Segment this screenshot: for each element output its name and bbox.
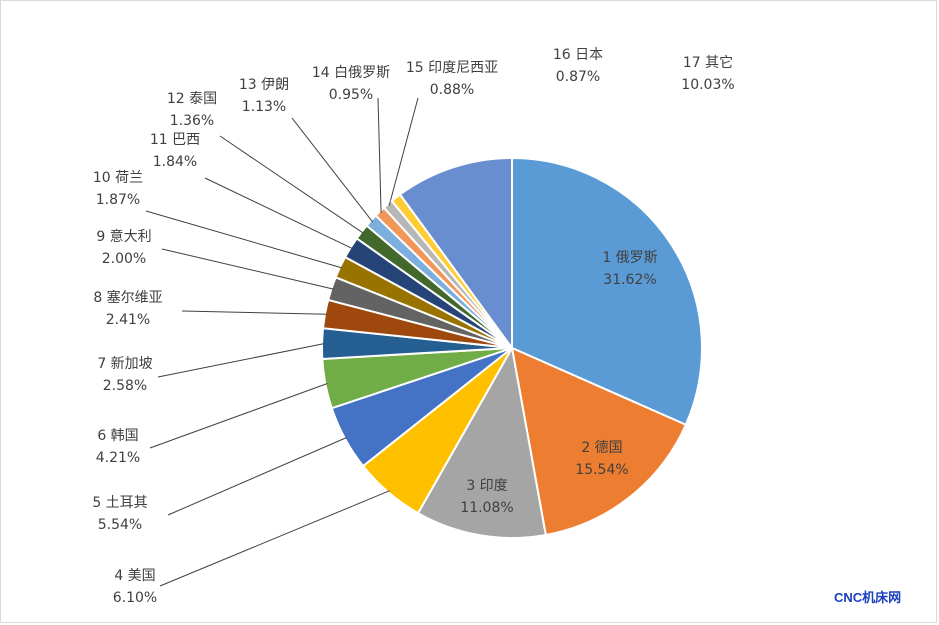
leader-line (388, 97, 419, 206)
leader-line (149, 383, 328, 449)
slice-value-label: 1.36% (170, 113, 214, 129)
slice-category-label: 1 俄罗斯 (602, 250, 657, 266)
slice-value-label: 1.87% (96, 192, 140, 208)
slice-category-label: 11 巴西 (150, 132, 200, 148)
slice-category-label: 6 韩国 (97, 428, 138, 444)
slice-value-label: 0.88% (430, 82, 474, 98)
leader-line (157, 343, 325, 378)
slice-value-label: 15.54% (575, 462, 628, 478)
slice-category-label: 15 印度尼西亚 (406, 60, 498, 76)
leader-line (204, 177, 353, 250)
slice-category-label: 14 白俄罗斯 (312, 65, 390, 81)
slice-value-label: 10.03% (681, 77, 734, 93)
slice-value-label: 0.87% (556, 69, 600, 85)
slice-value-label: 31.62% (603, 272, 656, 288)
slice-category-label: 9 意大利 (96, 228, 151, 245)
leader-line (161, 248, 334, 290)
leader-line (145, 210, 343, 269)
slice-category-label: 13 伊朗 (239, 77, 289, 93)
slice-category-label: 12 泰国 (167, 91, 217, 107)
slice-category-label: 2 德国 (581, 440, 622, 456)
slice-value-label: 0.95% (329, 87, 373, 103)
slice-value-label: 6.10% (113, 590, 157, 606)
leader-line (291, 117, 373, 223)
leader-line (377, 97, 382, 214)
slice-value-label: 4.21% (96, 450, 140, 466)
pie-slice (511, 156, 703, 427)
slice-value-label: 1.13% (242, 99, 286, 115)
slice-category-label: 5 土耳其 (92, 495, 147, 511)
slice-value-label: 5.54% (98, 517, 142, 533)
slice-category-label: 10 荷兰 (93, 170, 143, 186)
slice-category-label: 8 塞尔维亚 (93, 289, 162, 306)
leader-line (159, 490, 390, 587)
leader-line (181, 310, 328, 315)
slice-value-label: 1.84% (153, 154, 197, 170)
slice-value-label: 2.41% (106, 312, 150, 328)
pie-slice (416, 345, 547, 539)
slice-category-label: 3 印度 (466, 478, 507, 494)
slice-value-label: 2.00% (102, 251, 146, 267)
leader-line (219, 135, 364, 234)
slice-category-label: 7 新加坡 (97, 356, 152, 372)
slice-category-label: 16 日本 (553, 47, 603, 63)
pie-slice (398, 156, 513, 352)
slice-category-label: 4 美国 (114, 568, 155, 584)
slice-value-label: 11.08% (460, 500, 513, 516)
watermark: CNC机床网 (834, 590, 902, 605)
slice-category-label: 17 其它 (683, 54, 733, 71)
pie-slice (510, 346, 688, 537)
leader-line (167, 437, 347, 516)
slice-value-label: 2.58% (103, 378, 147, 394)
